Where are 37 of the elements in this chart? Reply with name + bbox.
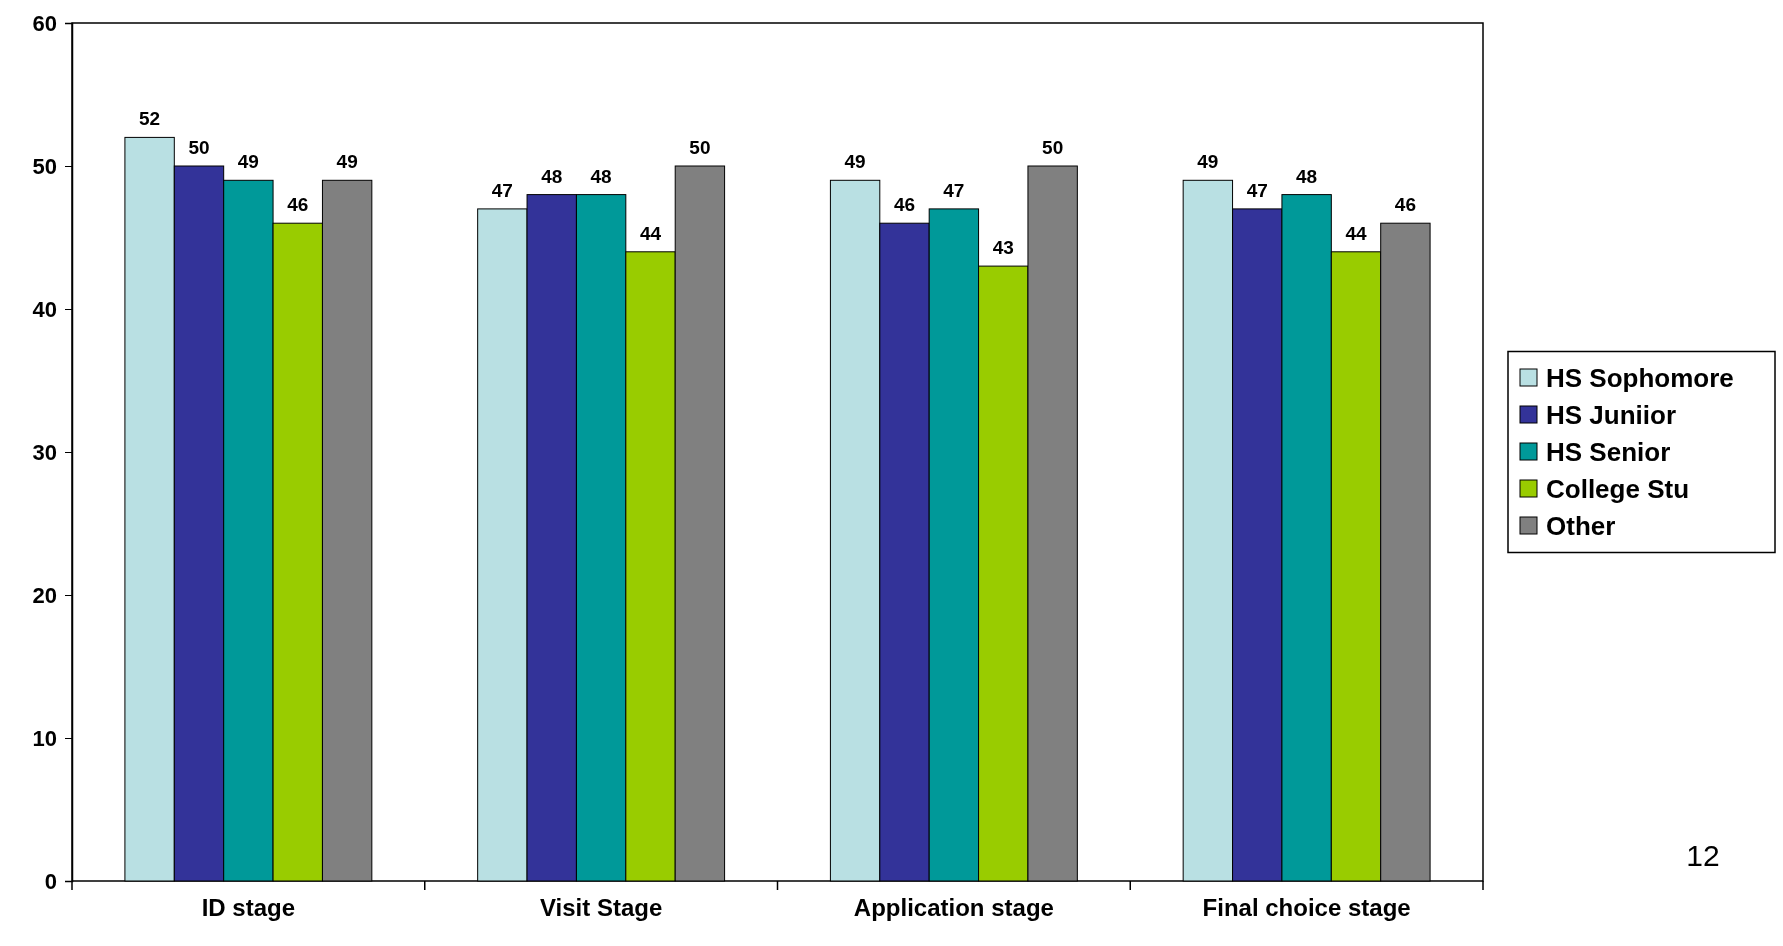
- data-label: 52: [139, 108, 161, 130]
- legend-label: HS Senior: [1546, 437, 1671, 467]
- y-tick-label: 0: [44, 868, 57, 894]
- data-label: 50: [188, 137, 210, 158]
- y-tick-label: 10: [32, 725, 57, 751]
- data-label: 49: [844, 151, 866, 173]
- data-label: 46: [893, 194, 916, 216]
- y-tick-label: 40: [32, 296, 57, 322]
- data-label: 49: [336, 151, 358, 173]
- y-tick-label: 20: [32, 582, 57, 608]
- text: 12: [1686, 839, 1720, 872]
- legend-label: HS Sophomore: [1546, 363, 1734, 393]
- data-label: 44: [1345, 222, 1368, 244]
- legend-label: HS Juniior: [1546, 400, 1677, 430]
- y-tick-label: 30: [32, 439, 57, 465]
- data-label: 44: [639, 222, 662, 244]
- legend-label: College Stu: [1546, 474, 1690, 504]
- data-label: 48: [541, 165, 563, 187]
- data-label: 48: [590, 165, 612, 187]
- data-label: 47: [943, 179, 965, 201]
- data-label: 48: [1296, 165, 1318, 187]
- data-label: 47: [1246, 179, 1268, 201]
- data-label: 47: [491, 179, 513, 201]
- x-tick-label: ID stage: [201, 894, 296, 922]
- data-label: 46: [287, 194, 309, 216]
- data-label: 46: [1394, 194, 1416, 216]
- data-label: 43: [992, 237, 1014, 259]
- x-tick-label: Final choice stage: [1202, 894, 1411, 922]
- data-label: 50: [689, 137, 711, 158]
- x-tick-label: Visit Stage: [539, 894, 663, 922]
- y-tick-label: 60: [32, 10, 57, 36]
- legend-label: Other: [1546, 511, 1616, 541]
- x-tick-label: Application stage: [853, 894, 1054, 922]
- data-label: 49: [1197, 151, 1219, 173]
- data-label: 49: [237, 151, 259, 173]
- data-label: 50: [1042, 137, 1064, 158]
- y-tick-label: 50: [32, 153, 57, 179]
